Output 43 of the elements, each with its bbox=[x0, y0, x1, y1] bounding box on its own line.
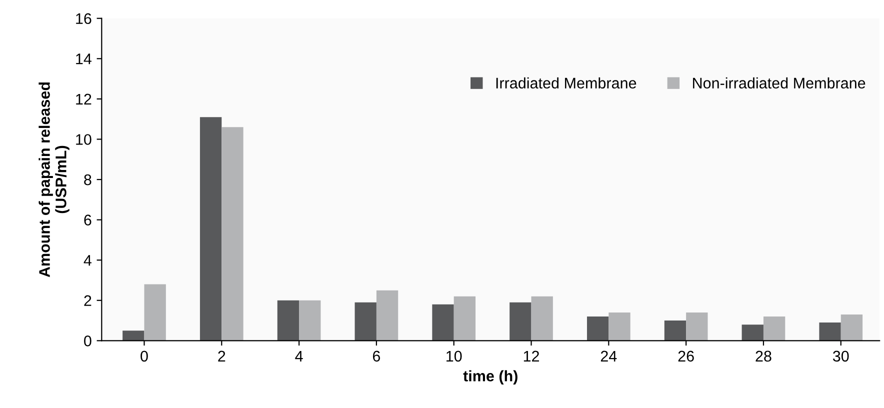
y-tick-label: 10 bbox=[76, 134, 92, 145]
x-tick-label: 30 bbox=[832, 350, 849, 362]
bar bbox=[586, 316, 609, 341]
x-tick-label: 28 bbox=[756, 350, 772, 362]
y-tick-label: 14 bbox=[76, 54, 92, 64]
y-tick-label: 8 bbox=[84, 174, 92, 186]
y-tick-label: 2 bbox=[84, 295, 92, 306]
x-tick-label: 6 bbox=[372, 350, 380, 362]
bar bbox=[299, 300, 321, 341]
y-tick-label: 0 bbox=[84, 336, 92, 346]
y-tick-label: 12 bbox=[76, 94, 92, 104]
bar bbox=[454, 296, 476, 341]
x-tick-label: 10 bbox=[446, 350, 462, 362]
y-tick-label: 4 bbox=[84, 255, 92, 266]
bar bbox=[222, 127, 244, 341]
bar bbox=[200, 117, 222, 341]
legend-label: Irradiated Membrane bbox=[496, 77, 636, 89]
x-tick-label: 26 bbox=[678, 350, 694, 362]
bar bbox=[819, 322, 841, 341]
x-tick-label: 0 bbox=[140, 350, 148, 362]
bar bbox=[686, 312, 708, 341]
y-tick-label: 16 bbox=[76, 13, 92, 24]
y-tick-label: 6 bbox=[84, 214, 92, 226]
bar bbox=[144, 284, 166, 341]
bar bbox=[510, 302, 532, 341]
bar bbox=[376, 290, 398, 341]
x-axis-title: time (h) bbox=[463, 370, 518, 384]
y-axis-title: Amount of papain released (USP/mL) bbox=[38, 82, 70, 278]
x-tick-label: 2 bbox=[218, 350, 226, 362]
bar bbox=[531, 296, 553, 341]
bar bbox=[354, 302, 376, 341]
bar bbox=[664, 320, 686, 341]
x-tick-label: 24 bbox=[600, 350, 617, 362]
bar bbox=[608, 312, 630, 341]
bar bbox=[742, 324, 764, 341]
x-tick-label: 4 bbox=[295, 350, 303, 362]
x-tick-label: 12 bbox=[524, 350, 539, 362]
bar bbox=[763, 316, 786, 341]
bar bbox=[840, 314, 863, 341]
bar bbox=[432, 304, 454, 341]
legend-label: Non-irradiated Membrane bbox=[693, 77, 866, 89]
bar bbox=[277, 300, 300, 341]
bar bbox=[122, 330, 144, 341]
